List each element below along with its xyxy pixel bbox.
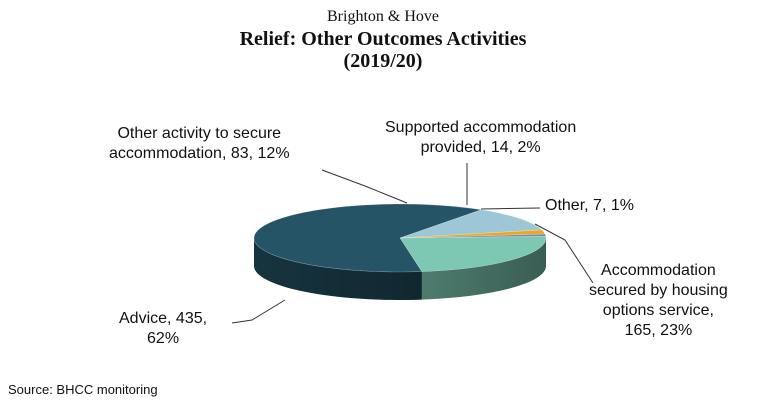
pie-tops: [253, 203, 547, 273]
pie-side-shade-0-0: [421, 238, 546, 300]
label-advice-line2: 62%: [147, 330, 180, 347]
leader-line-advice: [231, 299, 286, 324]
label-advice-line1: Advice, 435,: [119, 310, 208, 327]
label-other-activity-line2: accommodation, 83, 12%: [109, 145, 290, 162]
leader-line-other: [480, 207, 541, 210]
label-other: Other, 7, 1%: [545, 197, 634, 214]
chart-period: (2019/20): [343, 50, 423, 72]
chart-title-block: Brighton & Hove Relief: Other Outcomes A…: [0, 6, 766, 72]
chart-title: Relief: Other Outcomes Activities: [239, 28, 527, 50]
pie-slice-other: [399, 233, 547, 239]
leader-line-other-activity: [321, 169, 408, 204]
label-accommodation-line2: secured by housing: [589, 282, 728, 299]
pie-slice-advice: [253, 203, 482, 273]
chart-subtitle: Brighton & Hove: [327, 8, 439, 25]
pie-slice-other-activity-to-secure-accommodation: [399, 209, 543, 239]
label-accommodation-line4: 165, 23%: [624, 322, 693, 339]
leader-line-accommodation: [534, 223, 594, 284]
pie-sides: [254, 238, 546, 300]
label-advice: Advice, 435, 62%: [119, 309, 207, 349]
source-note: Source: BHCC monitoring: [8, 382, 158, 397]
label-other-activity: Other activity to secure accommodation, …: [109, 124, 290, 164]
pie-side-shade-1-0: [254, 238, 422, 300]
label-supported: Supported accommodation provided, 14, 2%: [385, 118, 576, 158]
label-accommodation: Accommodation secured by housing options…: [589, 261, 728, 341]
label-supported-line1: Supported accommodation: [385, 119, 577, 136]
pie-slice-accommodation-secured-by-housing-options-service: [399, 235, 547, 272]
label-accommodation-line1: Accommodation: [601, 262, 716, 279]
pie-slice-supported-accommodation-provided: [399, 229, 546, 239]
label-other-activity-line1: Other activity to secure: [117, 125, 282, 142]
leader-lines: [231, 163, 594, 324]
label-supported-line2: provided, 14, 2%: [420, 139, 541, 156]
label-accommodation-line3: options service,: [602, 302, 714, 319]
